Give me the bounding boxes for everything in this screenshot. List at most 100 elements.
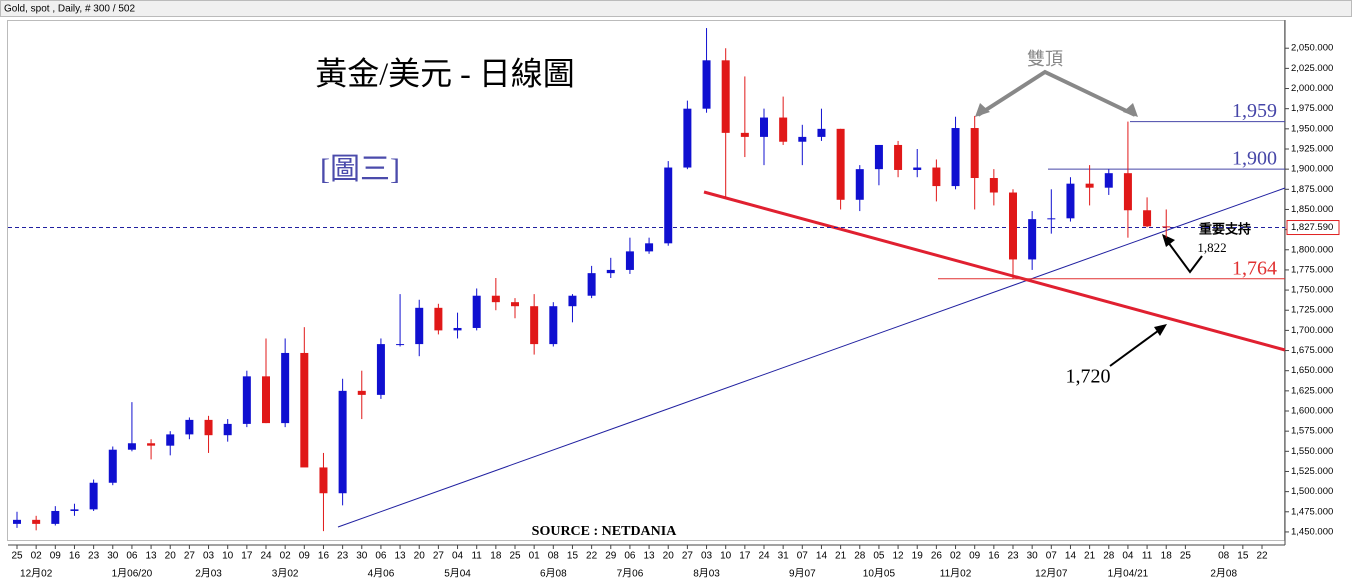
x-tick-label: 27	[184, 551, 196, 562]
x-tick-label: 19	[912, 551, 924, 562]
month-label: 4月06	[368, 568, 395, 580]
candle-body	[932, 167, 941, 187]
y-tick-label: 1,875.000	[1291, 184, 1333, 195]
x-tick-label: 17	[739, 551, 751, 562]
month-label: 1月04/21	[1108, 568, 1149, 580]
x-tick-label: 16	[988, 551, 1000, 562]
x-tick-label: 16	[69, 551, 81, 562]
arrow-head	[1162, 234, 1175, 247]
candle-body	[166, 434, 175, 446]
x-tick-label: 15	[567, 551, 579, 562]
x-tick-label: 27	[682, 551, 694, 562]
support-label: 重要支持	[1199, 221, 1251, 236]
candle-body	[223, 423, 232, 436]
candle-body	[855, 169, 864, 200]
candle-body	[568, 295, 577, 307]
x-tick-label: 25	[509, 551, 521, 562]
candle-body	[625, 251, 634, 270]
x-tick-label: 06	[375, 551, 387, 562]
target-label: 1,720	[1066, 366, 1111, 388]
candle-body	[70, 509, 79, 511]
current-price-box	[1286, 220, 1340, 236]
candle-body	[606, 269, 615, 274]
month-label: 5月04	[444, 568, 471, 580]
candle-body	[147, 443, 156, 446]
y-tick-label: 2,025.000	[1291, 63, 1333, 74]
y-tick-label: 1,450.000	[1291, 526, 1333, 537]
month-label: 12月07	[1035, 568, 1068, 580]
candle-body	[1028, 219, 1037, 260]
candle-body	[951, 128, 960, 187]
candle-body	[1143, 210, 1152, 227]
double-top-arrows	[976, 69, 1136, 117]
candle-body	[472, 295, 481, 328]
x-tick-label: 09	[50, 551, 62, 562]
double-top-label: 雙頂	[1027, 49, 1063, 69]
x-tick-label: 16	[318, 551, 330, 562]
y-tick-label: 2,050.000	[1291, 43, 1333, 54]
x-tick-label: 07	[797, 551, 809, 562]
candle-body	[913, 167, 922, 170]
y-tick-label: 1,925.000	[1291, 144, 1333, 155]
x-tick-label: 25	[11, 551, 23, 562]
candle-body	[1066, 183, 1075, 219]
candle-body	[511, 302, 519, 307]
x-tick-label: 12	[893, 551, 905, 562]
x-tick-label: 23	[1007, 551, 1019, 562]
x-tick-label: 09	[969, 551, 981, 562]
candle-body	[1104, 173, 1113, 188]
candle-body	[817, 128, 826, 137]
x-tick-label: 11	[471, 551, 482, 562]
candle-body	[281, 352, 290, 424]
x-tick-label: 17	[241, 551, 253, 562]
x-tick-label: 23	[88, 551, 100, 562]
y-tick-label: 1,475.000	[1291, 506, 1333, 517]
candle-body	[32, 519, 41, 524]
x-tick-label: 11	[1142, 551, 1153, 562]
x-tick-label: 28	[1103, 551, 1115, 562]
candle-body	[779, 117, 788, 142]
x-tick-label: 10	[222, 551, 234, 562]
candle-body	[242, 376, 251, 424]
arrow-head	[1123, 103, 1138, 117]
x-tick-label: 14	[1065, 551, 1077, 562]
chart-title: 黃金/美元 - 日線圖	[315, 55, 575, 91]
target-arrow	[1109, 327, 1163, 367]
x-tick-label: 26	[931, 551, 943, 562]
x-tick-label: 03	[203, 551, 215, 562]
candle-body	[1123, 173, 1132, 211]
level-label: 1,900	[1232, 148, 1277, 170]
candle-body	[51, 510, 60, 524]
candle-body	[1047, 218, 1056, 220]
x-tick-label: 24	[260, 551, 272, 562]
y-tick-label: 1,500.000	[1291, 486, 1333, 497]
month-label: 2月03	[195, 568, 222, 580]
current-price-label: 1,827.590	[1291, 222, 1333, 233]
x-tick-label: 29	[605, 551, 617, 562]
month-label: 1月06/20	[112, 568, 153, 580]
candle-body	[1085, 183, 1094, 188]
x-tick-label: 08	[1218, 551, 1230, 562]
month-label: 10月05	[863, 568, 896, 580]
x-tick-label: 04	[452, 551, 464, 562]
candle-body	[989, 178, 998, 193]
x-tick-label: 08	[548, 551, 560, 562]
candle-body	[338, 390, 347, 494]
x-tick-label: 01	[529, 551, 541, 562]
candle-body	[874, 144, 883, 170]
x-tick-label: 13	[395, 551, 407, 562]
x-tick-label: 13	[644, 551, 656, 562]
support-arrow	[1164, 237, 1203, 274]
candle-body	[702, 60, 711, 109]
x-tick-label: 30	[1027, 551, 1039, 562]
x-tick-label: 22	[586, 551, 598, 562]
candle-body	[108, 449, 117, 483]
x-tick-label: 23	[337, 551, 349, 562]
y-tick-label: 1,625.000	[1291, 385, 1333, 396]
month-label: 3月02	[272, 568, 299, 580]
x-tick-label: 13	[146, 551, 158, 562]
x-tick-label: 02	[950, 551, 962, 562]
candle-body	[721, 60, 730, 133]
y-tick-label: 1,725.000	[1291, 305, 1333, 316]
